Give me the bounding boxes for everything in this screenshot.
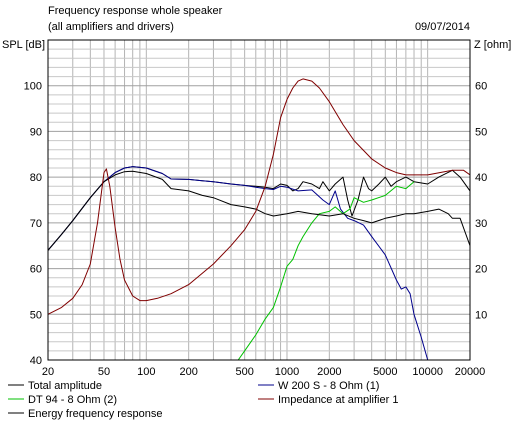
x-tick-label: 1000	[275, 366, 299, 378]
y2-axis-label: Z [ohm]	[474, 39, 511, 51]
series-lines	[48, 78, 470, 360]
y2-tick-label: 20	[475, 264, 487, 276]
x-tick-label: 2000	[317, 366, 341, 378]
y-tick-label: 100	[24, 81, 42, 93]
series-line-w-200-s-8-ohm-1-	[48, 166, 470, 360]
y-tick-label: 50	[30, 309, 42, 321]
x-tick-label: 100	[137, 366, 155, 378]
x-tick-label: 200	[179, 366, 197, 378]
y2-tick-label: 40	[475, 172, 487, 184]
legend-label: Impedance at amplifier 1	[278, 394, 398, 406]
x-tick-label: 20000	[455, 366, 486, 378]
legend-label: DT 94 - 8 Ohm (2)	[28, 394, 117, 406]
tick-labels: 40 50 60 70 80 90 100 10 20 30 40 50 60 20 50 100 200 500…	[24, 81, 488, 378]
chart-title: Frequency response whole speaker	[48, 5, 223, 17]
y-tick-label: 80	[30, 172, 42, 184]
x-tick-label: 500	[235, 366, 253, 378]
series-line-impedance-at-amplifier-1	[48, 78, 470, 315]
y-axis-label: SPL [dB]	[2, 39, 45, 51]
y-tick-label: 70	[30, 218, 42, 230]
series-line-dt-94-8-ohm-2-	[48, 181, 415, 360]
x-tick-label: 50	[98, 366, 110, 378]
legend-label: Energy frequency response	[28, 408, 163, 420]
chart-subtitle: (all amplifiers and drivers)	[48, 21, 174, 33]
y-tick-label: 60	[30, 264, 42, 276]
legend: Total amplitude W 200 S - 8 Ohm (1) DT 94 …	[8, 380, 398, 420]
y2-tick-label: 10	[475, 309, 487, 321]
chart-date: 09/07/2014	[415, 21, 470, 33]
legend-label: W 200 S - 8 Ohm (1)	[278, 380, 379, 392]
y2-tick-label: 60	[475, 81, 487, 93]
y2-tick-label: 50	[475, 126, 487, 138]
series-line-energy-frequency-response	[48, 170, 470, 251]
plot-frame	[47, 39, 471, 361]
legend-label: Total amplitude	[28, 380, 102, 392]
series-line-total-amplitude	[48, 166, 470, 251]
x-tick-label: 20	[42, 366, 54, 378]
y-tick-label: 90	[30, 126, 42, 138]
y-tick-label: 40	[30, 355, 42, 367]
x-tick-label: 10000	[412, 366, 443, 378]
x-tick-label: 5000	[373, 366, 397, 378]
y2-tick-label: 30	[475, 218, 487, 230]
